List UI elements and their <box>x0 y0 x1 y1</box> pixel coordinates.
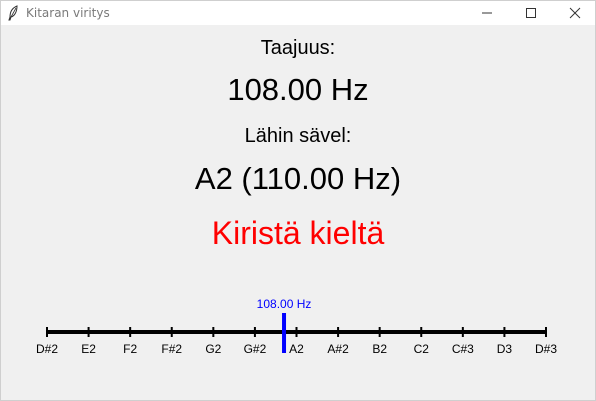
scale-note-label: D#3 <box>535 342 557 356</box>
scale-note-label: B2 <box>372 342 387 356</box>
scale-note-label: E2 <box>81 342 96 356</box>
scale-note-label: A2 <box>289 342 304 356</box>
note-scale: D#2 E2 F2 F#2 G2 G#2 A2 A#2 B2 C2 C#3 D3 D#3 108.00 H… <box>36 297 557 356</box>
close-button[interactable] <box>553 1 596 25</box>
nearest-note-label: Lähin sävel: <box>244 125 352 147</box>
frequency-value: 108.00 Hz <box>227 72 369 107</box>
maximize-button[interactable] <box>509 1 553 25</box>
nearest-note-value: A2 (110.00 Hz) <box>194 161 402 196</box>
window-title: Kitaran viritys <box>26 6 110 20</box>
scale-note-label: D3 <box>497 342 513 356</box>
scale-note-label: C#3 <box>452 342 474 356</box>
minimize-button[interactable] <box>465 1 509 25</box>
scale-note-label: G#2 <box>244 342 267 356</box>
indicator-frequency-label: 108.00 Hz <box>257 297 312 311</box>
title-bar[interactable]: Kitaran viritys <box>1 1 595 25</box>
tuning-instruction: Kiristä kieltä <box>211 215 385 251</box>
scale-note-label: F2 <box>123 342 137 356</box>
frequency-label: Taajuus: <box>260 37 336 59</box>
feather-icon <box>8 5 18 21</box>
scale-note-label: C2 <box>414 342 430 356</box>
scale-note-label: G2 <box>205 342 221 356</box>
scale-note-label: A#2 <box>327 342 349 356</box>
scale-note-label: D#2 <box>36 342 58 356</box>
scale-note-label: F#2 <box>161 342 182 356</box>
close-icon <box>569 7 581 19</box>
minimize-icon <box>482 12 492 14</box>
maximize-icon <box>526 8 536 18</box>
